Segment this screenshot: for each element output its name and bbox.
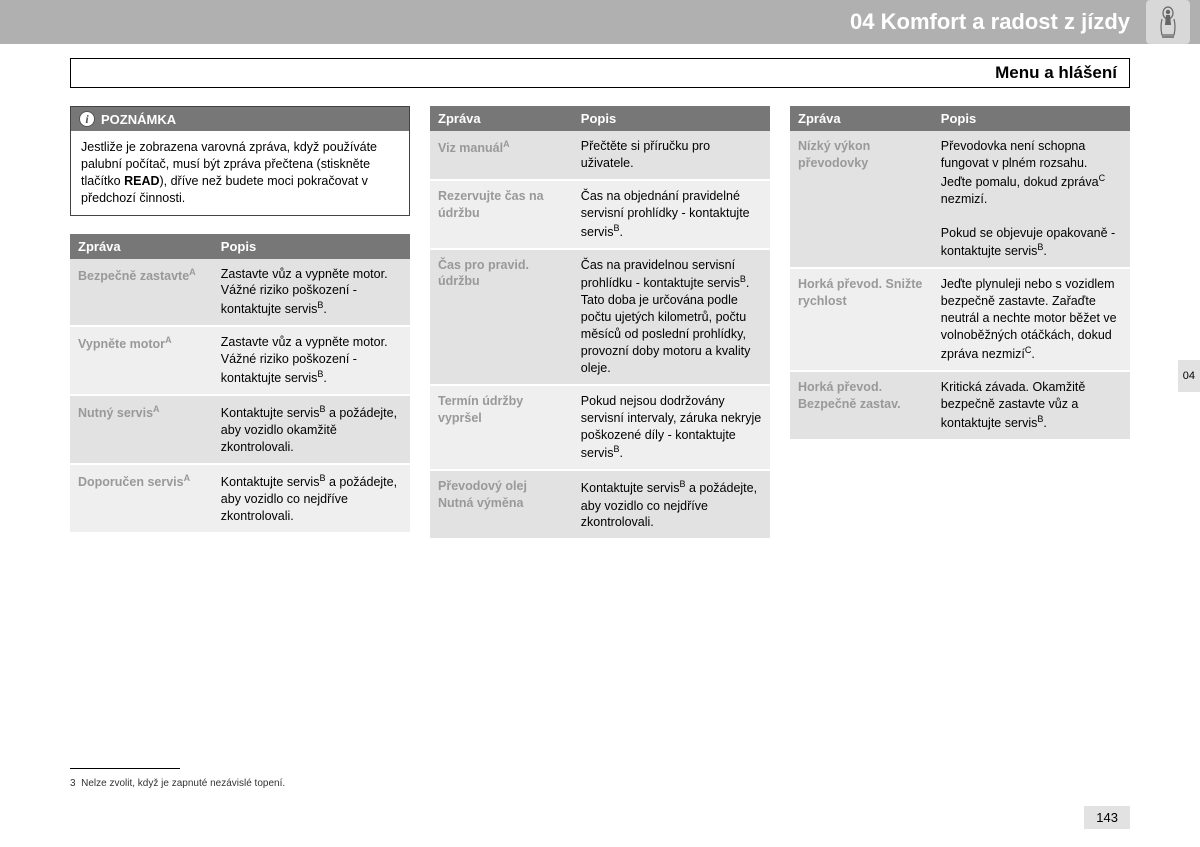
note-label: POZNÁMKA — [101, 112, 176, 127]
table-row: Viz manuálAPřečtěte si příručku pro uživ… — [430, 131, 770, 180]
description-cell: Kontaktujte servisB a požádejte, aby voz… — [213, 464, 410, 533]
note-box: i POZNÁMKA Jestliže je zobrazena varovná… — [70, 106, 410, 216]
page-number: 143 — [1084, 806, 1130, 829]
column-3: Zpráva Popis Nízký výkon převodovkyPřevo… — [790, 106, 1130, 540]
message-table-1: Zpráva Popis Bezpečně zastavteAZastavte … — [70, 234, 410, 534]
description-cell: Zastavte vůz a vypněte motor. Vážné rizi… — [213, 259, 410, 327]
message-cell: Termín údržby vypršel — [430, 385, 573, 471]
table-row: Převodový olej Nutná výměnaKontaktujte s… — [430, 470, 770, 539]
table-row: Bezpečně zastavteAZastavte vůz a vypněte… — [70, 259, 410, 327]
th-popis: Popis — [213, 234, 410, 259]
note-header: i POZNÁMKA — [71, 107, 409, 131]
message-cell: Doporučen servisA — [70, 464, 213, 533]
message-table-3: Zpráva Popis Nízký výkon převodovkyPřevo… — [790, 106, 1130, 441]
subheader: Menu a hlášení — [70, 58, 1130, 88]
message-cell: Horká převod. Snižte rychlost — [790, 268, 933, 371]
table-row: Rezervujte čas na údržbuČas na objednání… — [430, 180, 770, 249]
description-cell: Kontaktujte servisB a požádejte, aby voz… — [213, 395, 410, 464]
header-bar: 04 Komfort a radost z jízdy — [0, 0, 1200, 44]
side-tab: 04 — [1178, 360, 1200, 392]
child-seat-icon — [1146, 0, 1190, 44]
table-row: Nízký výkon převodovkyPřevodovka není sc… — [790, 131, 1130, 268]
info-icon: i — [79, 111, 95, 127]
table-row: Horká převod. Bezpečně zastav.Kritická z… — [790, 371, 1130, 440]
th-zprava: Zpráva — [70, 234, 213, 259]
description-cell: Kontaktujte servisB a požádejte, aby voz… — [573, 470, 770, 539]
table-row: Čas pro pravid. údržbuČas na pravidelnou… — [430, 249, 770, 385]
th-popis: Popis — [933, 106, 1130, 131]
message-cell: Čas pro pravid. údržbu — [430, 249, 573, 385]
content-columns: i POZNÁMKA Jestliže je zobrazena varovná… — [0, 88, 1200, 540]
note-body: Jestliže je zobrazena varovná zpráva, kd… — [71, 131, 409, 215]
message-cell: Nízký výkon převodovky — [790, 131, 933, 268]
description-cell: Pokud nejsou dodržovány servisní interva… — [573, 385, 770, 471]
message-table-2: Zpráva Popis Viz manuálAPřečtěte si přír… — [430, 106, 770, 540]
message-cell: Nutný servisA — [70, 395, 213, 464]
description-cell: Zastavte vůz a vypněte motor. Vážné rizi… — [213, 326, 410, 395]
footnote: 3 Nelze zvolit, když je zapnuté nezávisl… — [70, 778, 285, 789]
description-cell: Jeďte plynuleji nebo s vozidlem bezpečně… — [933, 268, 1130, 371]
table-row: Nutný servisAKontaktujte servisB a požád… — [70, 395, 410, 464]
message-cell: Viz manuálA — [430, 131, 573, 180]
th-zprava: Zpráva — [430, 106, 573, 131]
subheader-text: Menu a hlášení — [995, 63, 1117, 83]
message-cell: Vypněte motorA — [70, 326, 213, 395]
th-zprava: Zpráva — [790, 106, 933, 131]
column-2: Zpráva Popis Viz manuálAPřečtěte si přír… — [430, 106, 770, 540]
message-cell: Převodový olej Nutná výměna — [430, 470, 573, 539]
message-cell: Horká převod. Bezpečně zastav. — [790, 371, 933, 440]
message-cell: Rezervujte čas na údržbu — [430, 180, 573, 249]
th-popis: Popis — [573, 106, 770, 131]
description-cell: Kritická závada. Okamžitě bezpečně zasta… — [933, 371, 1130, 440]
table-row: Horká převod. Snižte rychlostJeďte plynu… — [790, 268, 1130, 371]
description-cell: Převodovka není schopna fungovat v plném… — [933, 131, 1130, 268]
table-row: Vypněte motorAZastavte vůz a vypněte mot… — [70, 326, 410, 395]
description-cell: Čas na objednání pravidelné servisní pro… — [573, 180, 770, 249]
description-cell: Přečtěte si příručku pro uživatele. — [573, 131, 770, 180]
chapter-title: 04 Komfort a radost z jízdy — [850, 9, 1130, 35]
description-cell: Čas na pravidelnou servisní prohlídku - … — [573, 249, 770, 385]
message-cell: Bezpečně zastavteA — [70, 259, 213, 327]
table-row: Termín údržby vypršelPokud nejsou dodržo… — [430, 385, 770, 471]
column-1: i POZNÁMKA Jestliže je zobrazena varovná… — [70, 106, 410, 540]
footnote-divider — [70, 768, 180, 769]
table-row: Doporučen servisAKontaktujte servisB a p… — [70, 464, 410, 533]
